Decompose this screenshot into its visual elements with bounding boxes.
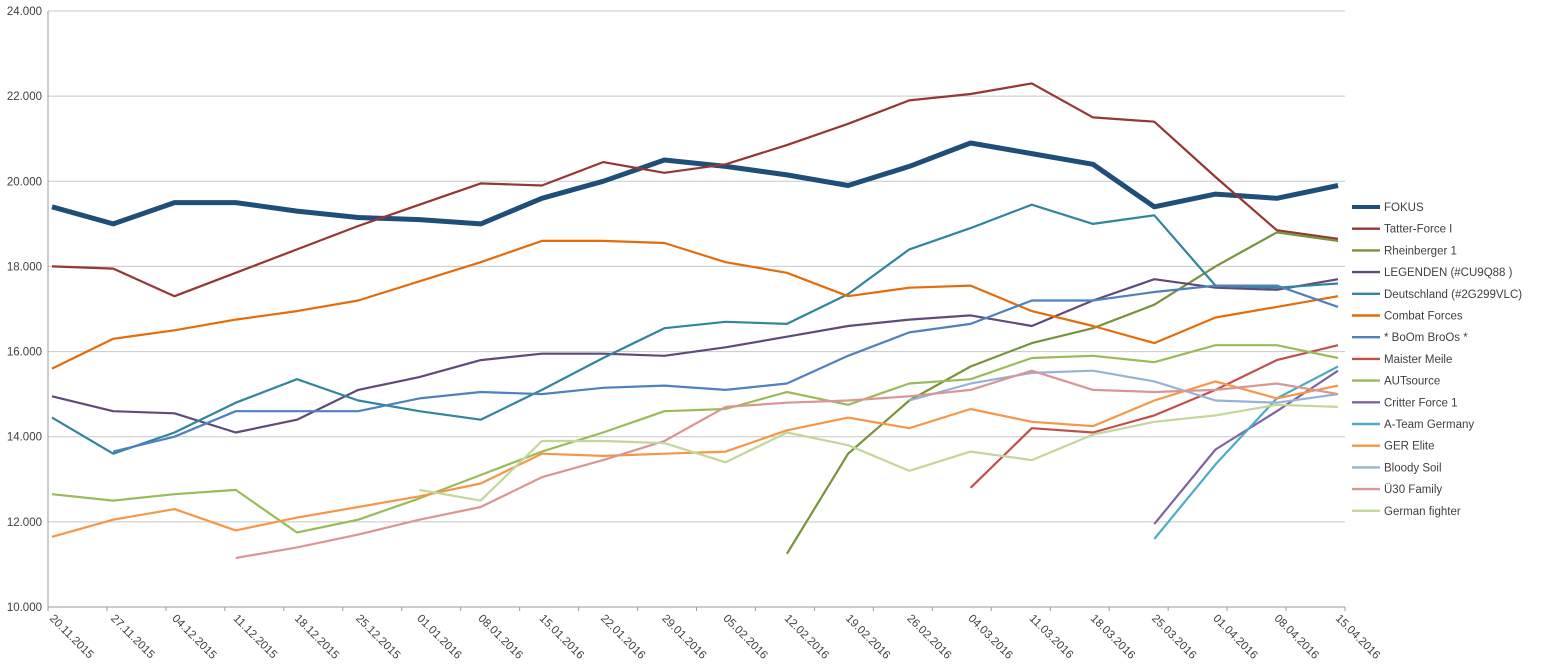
series-line-bloody-soil — [909, 369, 1339, 404]
legend-item: LEGENDEN (#CU9Q88 ) — [1352, 267, 1513, 279]
x-axis-tick-label: 19.02.2016 — [843, 613, 892, 662]
legend-item: AUTsource — [1352, 376, 1440, 388]
y-axis-tick-label: 24.000 — [7, 6, 42, 18]
x-axis-tick-label: 18.12.2015 — [292, 613, 341, 662]
legend-label: * BoOm BroOs * — [1384, 332, 1468, 344]
y-axis-tick-label: 22.000 — [7, 91, 42, 103]
legend-item: Tatter-Force I — [1352, 224, 1452, 236]
series-line-ger-elite — [51, 380, 1339, 538]
series-line-deutschland-2g299vlc — [51, 203, 1339, 455]
x-axis-tick-label: 27.11.2015 — [108, 613, 157, 662]
series-line-combat-forces — [51, 239, 1339, 370]
legend-item: Deutschland (#2G299VLC) — [1352, 289, 1522, 301]
legend-item: GER Elite — [1352, 441, 1435, 453]
x-axis-tick-label: 12.02.2016 — [782, 613, 831, 662]
legend-item: Bloody Soil — [1352, 462, 1442, 474]
y-axis-tick-label: 16.000 — [7, 347, 42, 359]
legend-item: Rheinberger 1 — [1352, 245, 1457, 257]
legend-label: FOKUS — [1384, 202, 1424, 214]
legend-item: Maister Meile — [1352, 354, 1452, 366]
y-axis-tick-label: 18.000 — [7, 261, 42, 273]
series-line-maister-meile — [969, 344, 1339, 489]
legend-label: Maister Meile — [1384, 354, 1452, 366]
legend-item: German fighter — [1352, 506, 1461, 518]
series-line-tatter-force-i — [51, 82, 1339, 298]
legend-label: German fighter — [1384, 506, 1461, 518]
series-line-german-fighter — [419, 403, 1339, 502]
legend-item: * BoOm BroOs * — [1352, 332, 1468, 344]
legend-label: Rheinberger 1 — [1384, 245, 1457, 257]
legend-item: Combat Forces — [1352, 311, 1463, 323]
series-line-boom-broos — [112, 284, 1339, 453]
x-axis-tick-label: 15.04.2016 — [1333, 613, 1382, 662]
x-axis-tick-label: 01.01.2016 — [414, 613, 463, 662]
x-axis-tick-label: 04.03.2016 — [965, 613, 1014, 662]
x-axis-tick-label: 18.03.2016 — [1088, 613, 1137, 662]
x-axis-tick-label: 05.02.2016 — [720, 613, 769, 662]
legend-label: Combat Forces — [1384, 311, 1463, 323]
x-axis-tick-label: 22.01.2016 — [598, 613, 647, 662]
y-axis-tick-label: 12.000 — [7, 517, 42, 529]
legend-item: Critter Force 1 — [1352, 397, 1458, 409]
x-axis-tick-label: 25.03.2016 — [1149, 613, 1198, 662]
series-line-critter-force-1 — [1153, 369, 1339, 525]
legend-label: GER Elite — [1384, 441, 1435, 453]
series-line-fokus — [51, 140, 1339, 227]
x-axis-tick-label: 08.01.2016 — [476, 613, 525, 662]
x-axis-tick-label: 04.12.2015 — [169, 613, 218, 662]
series-line-a-team-germany — [1153, 365, 1339, 540]
y-axis-tick-label: 14.000 — [7, 432, 42, 444]
legend-label: A-Team Germany — [1384, 419, 1474, 431]
legend-label: Deutschland (#2G299VLC) — [1384, 289, 1522, 301]
x-axis-tick-label: 01.04.2016 — [1210, 613, 1259, 662]
legend-label: Tatter-Force I — [1384, 224, 1452, 236]
legend-item: Ü30 Family — [1352, 484, 1442, 496]
x-axis-tick-label: 15.01.2016 — [537, 613, 586, 662]
x-axis-tick-label: 11.12.2015 — [231, 613, 280, 662]
series-line-30-family — [235, 369, 1339, 560]
x-axis-tick-label: 11.03.2016 — [1027, 613, 1076, 662]
legend-label: LEGENDEN (#CU9Q88 ) — [1384, 267, 1513, 279]
x-axis-tick-label: 26.02.2016 — [904, 613, 953, 662]
x-axis-tick-label: 25.12.2015 — [353, 613, 402, 662]
legend-item: A-Team Germany — [1352, 419, 1474, 431]
y-axis-tick-label: 20.000 — [7, 176, 42, 188]
series-line-autsource — [51, 344, 1339, 534]
legend-label: Bloody Soil — [1384, 462, 1442, 474]
legend-label: AUTsource — [1384, 376, 1440, 388]
series-line-legenden-cu9q88 — [51, 278, 1339, 434]
series-line-rheinberger-1 — [785, 231, 1339, 555]
legend-label: Critter Force 1 — [1384, 397, 1458, 409]
x-axis-tick-label: 08.04.2016 — [1272, 613, 1321, 662]
legend-item: FOKUS — [1352, 202, 1424, 214]
legend-label: Ü30 Family — [1384, 484, 1442, 496]
x-axis-tick-label: 29.01.2016 — [659, 613, 708, 662]
x-axis-tick-label: 20.11.2015 — [47, 613, 96, 662]
y-axis-tick-label: 10.000 — [7, 602, 42, 614]
